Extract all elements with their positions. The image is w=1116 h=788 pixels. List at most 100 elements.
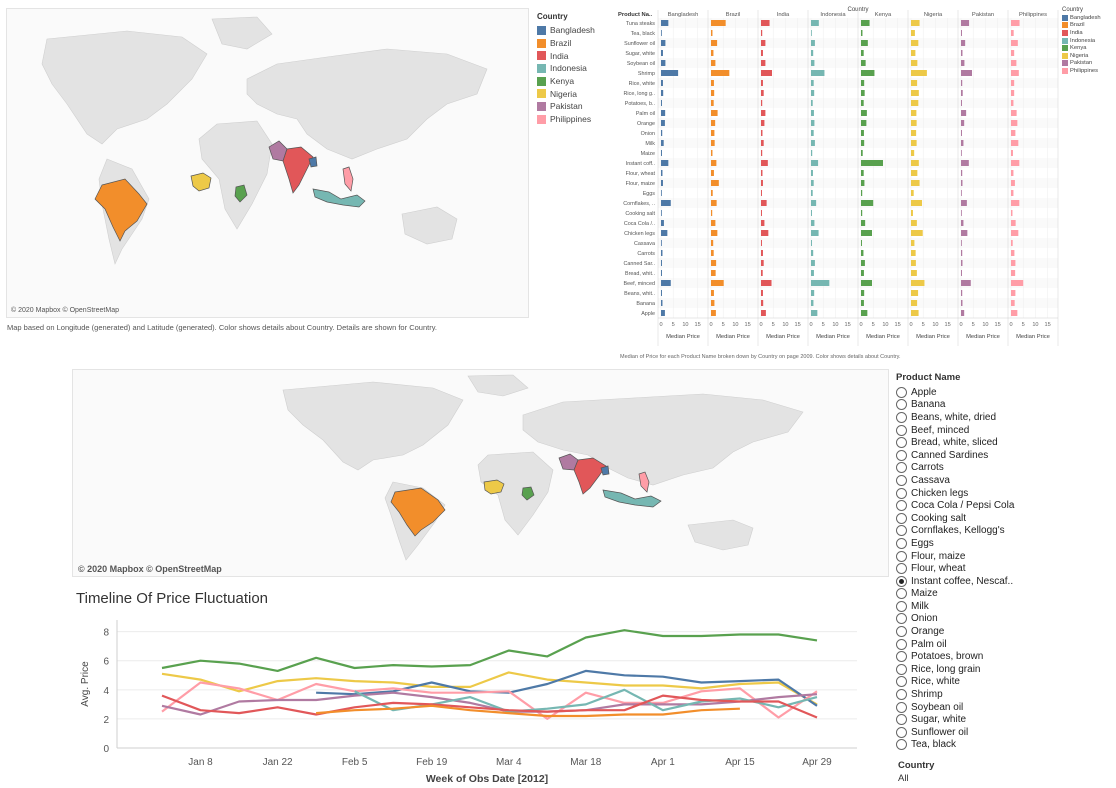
bar-pakistan-rice-white[interactable] [961,80,963,86]
bar-kenya-rice-long-g[interactable] [861,90,865,96]
bar-india-potatoes-b[interactable] [761,100,763,106]
bar-indonesia-banana[interactable] [811,300,814,306]
bar-india-cooking-salt[interactable] [761,210,762,216]
filter-option-flour-wheat[interactable]: Flour, wheat [896,562,1116,575]
bar-pakistan-onion[interactable] [961,130,962,136]
bar-indonesia-shrimp[interactable] [811,70,825,76]
bar-nigeria-beans-whit[interactable] [911,290,919,296]
bar-pakistan-cassava[interactable] [961,240,962,246]
radio-button[interactable] [896,525,907,537]
bar-bangladesh-sunflower-oil[interactable] [661,40,666,46]
bar-indonesia-carrots[interactable] [811,250,814,256]
india-shape-2[interactable] [573,457,607,495]
bar-philippines-rice-long-g[interactable] [1011,90,1015,96]
timeline-series-brazil[interactable] [316,704,740,718]
philippines-shape[interactable] [342,166,354,192]
bar-india-rice-white[interactable] [761,80,763,86]
bar-india-maize[interactable] [761,150,763,156]
bar-brazil-apple[interactable] [711,310,716,316]
bar-pakistan-banana[interactable] [961,300,963,306]
bar-pakistan-maize[interactable] [961,150,962,156]
bar-philippines-instant-coff[interactable] [1011,160,1020,166]
bar-india-apple[interactable] [761,310,766,316]
bar-india-palm-oil[interactable] [761,110,766,116]
bar-brazil-instant-coff[interactable] [711,160,717,166]
bar-bangladesh-carrots[interactable] [661,250,663,256]
bangladesh-shape-2[interactable] [600,465,610,476]
bar-brazil-tuna-steaks[interactable] [711,20,726,26]
radio-button[interactable] [896,600,907,612]
radio-button[interactable] [896,437,907,449]
bar-brazil-orange[interactable] [711,120,716,126]
bar-brazil-maize[interactable] [711,150,713,156]
bar-philippines-banana[interactable] [1011,300,1015,306]
bar-india-shrimp[interactable] [761,70,772,76]
bar-kenya-beans-whit[interactable] [861,290,865,296]
bar-kenya-shrimp[interactable] [861,70,875,76]
bar-brazil-palm-oil[interactable] [711,110,718,116]
bar-nigeria-palm-oil[interactable] [911,110,917,116]
bar-brazil-carrots[interactable] [711,250,714,256]
bar-philippines-flour-maize[interactable] [1011,180,1015,186]
timeline-series-nigeria[interactable] [161,671,818,706]
filter-option-coca-cola-pepsi-cola[interactable]: Coca Cola / Pepsi Cola [896,499,1116,512]
bar-philippines-cornflakes[interactable] [1011,200,1020,206]
bar-nigeria-flour-wheat[interactable] [911,170,918,176]
bar-kenya-potatoes-b[interactable] [861,100,864,106]
legend-item-indonesia[interactable]: Indonesia [537,62,617,75]
bar-pakistan-eggs[interactable] [961,190,962,196]
bar-brazil-beef-minced[interactable] [711,280,724,286]
bar-kenya-banana[interactable] [861,300,864,306]
bar-bangladesh-beef-minced[interactable] [661,280,671,286]
bar-pakistan-sugar-white[interactable] [961,50,963,56]
bar-philippines-flour-wheat[interactable] [1011,170,1014,176]
bar-philippines-tea-black[interactable] [1011,30,1014,36]
filter-option-eggs[interactable]: Eggs [896,537,1116,550]
bar-philippines-cassava[interactable] [1011,240,1013,246]
timeline-series-india[interactable] [161,694,818,719]
radio-button[interactable] [896,550,907,562]
bar-bangladesh-apple[interactable] [661,310,665,316]
bar-indonesia-potatoes-b[interactable] [811,100,813,106]
bar-pakistan-sunflower-oil[interactable] [961,40,966,46]
bar-bangladesh-milk[interactable] [661,140,664,146]
bar-indonesia-beans-whit[interactable] [811,290,815,296]
bar-brazil-cornflakes[interactable] [711,200,717,206]
bar-bangladesh-tea-black[interactable] [661,30,662,36]
radio-button[interactable] [896,474,907,486]
bar-brazil-potatoes-b[interactable] [711,100,714,106]
nigeria-shape[interactable] [190,172,212,192]
bar-brazil-eggs[interactable] [711,190,713,196]
kenya-shape-2[interactable] [521,486,535,501]
bar-nigeria-rice-long-g[interactable] [911,90,919,96]
bar-kenya-maize[interactable] [861,150,863,156]
radio-button[interactable] [896,651,907,663]
bar-nigeria-cassava[interactable] [911,240,915,246]
radio-button[interactable] [896,500,907,512]
bar-india-orange[interactable] [761,120,765,126]
radio-button[interactable] [896,701,907,713]
bar-pakistan-coca-cola[interactable] [961,220,964,226]
radio-button[interactable] [896,726,907,738]
bar-philippines-canned-sar[interactable] [1011,260,1016,266]
bar-indonesia-tuna-steaks[interactable] [811,20,819,26]
bar-philippines-cooking-salt[interactable] [1011,210,1013,216]
bar-pakistan-cornflakes[interactable] [961,200,967,206]
filter-option-milk[interactable]: Milk [896,600,1116,613]
bar-nigeria-rice-white[interactable] [911,80,918,86]
legend-item-nigeria[interactable]: Nigeria [537,87,617,100]
bar-nigeria-coca-cola[interactable] [911,220,917,226]
filter-option-soybean-oil[interactable]: Soybean oil [896,701,1116,714]
filter-option-beans-white-dried[interactable]: Beans, white, dried [896,411,1116,424]
bar-indonesia-coca-cola[interactable] [811,220,815,226]
bar-kenya-bread-whit[interactable] [861,270,864,276]
indonesia-shape-2[interactable] [602,489,662,508]
filter-option-bread-white-sliced[interactable]: Bread, white, sliced [896,436,1116,449]
bar-kenya-onion[interactable] [861,130,864,136]
bar-bangladesh-orange[interactable] [661,120,665,126]
bar-bangladesh-chicken-legs[interactable] [661,230,668,236]
radio-button[interactable] [896,739,907,751]
bar-philippines-orange[interactable] [1011,120,1018,126]
bar-philippines-potatoes-b[interactable] [1011,100,1014,106]
radio-button[interactable] [896,411,907,423]
